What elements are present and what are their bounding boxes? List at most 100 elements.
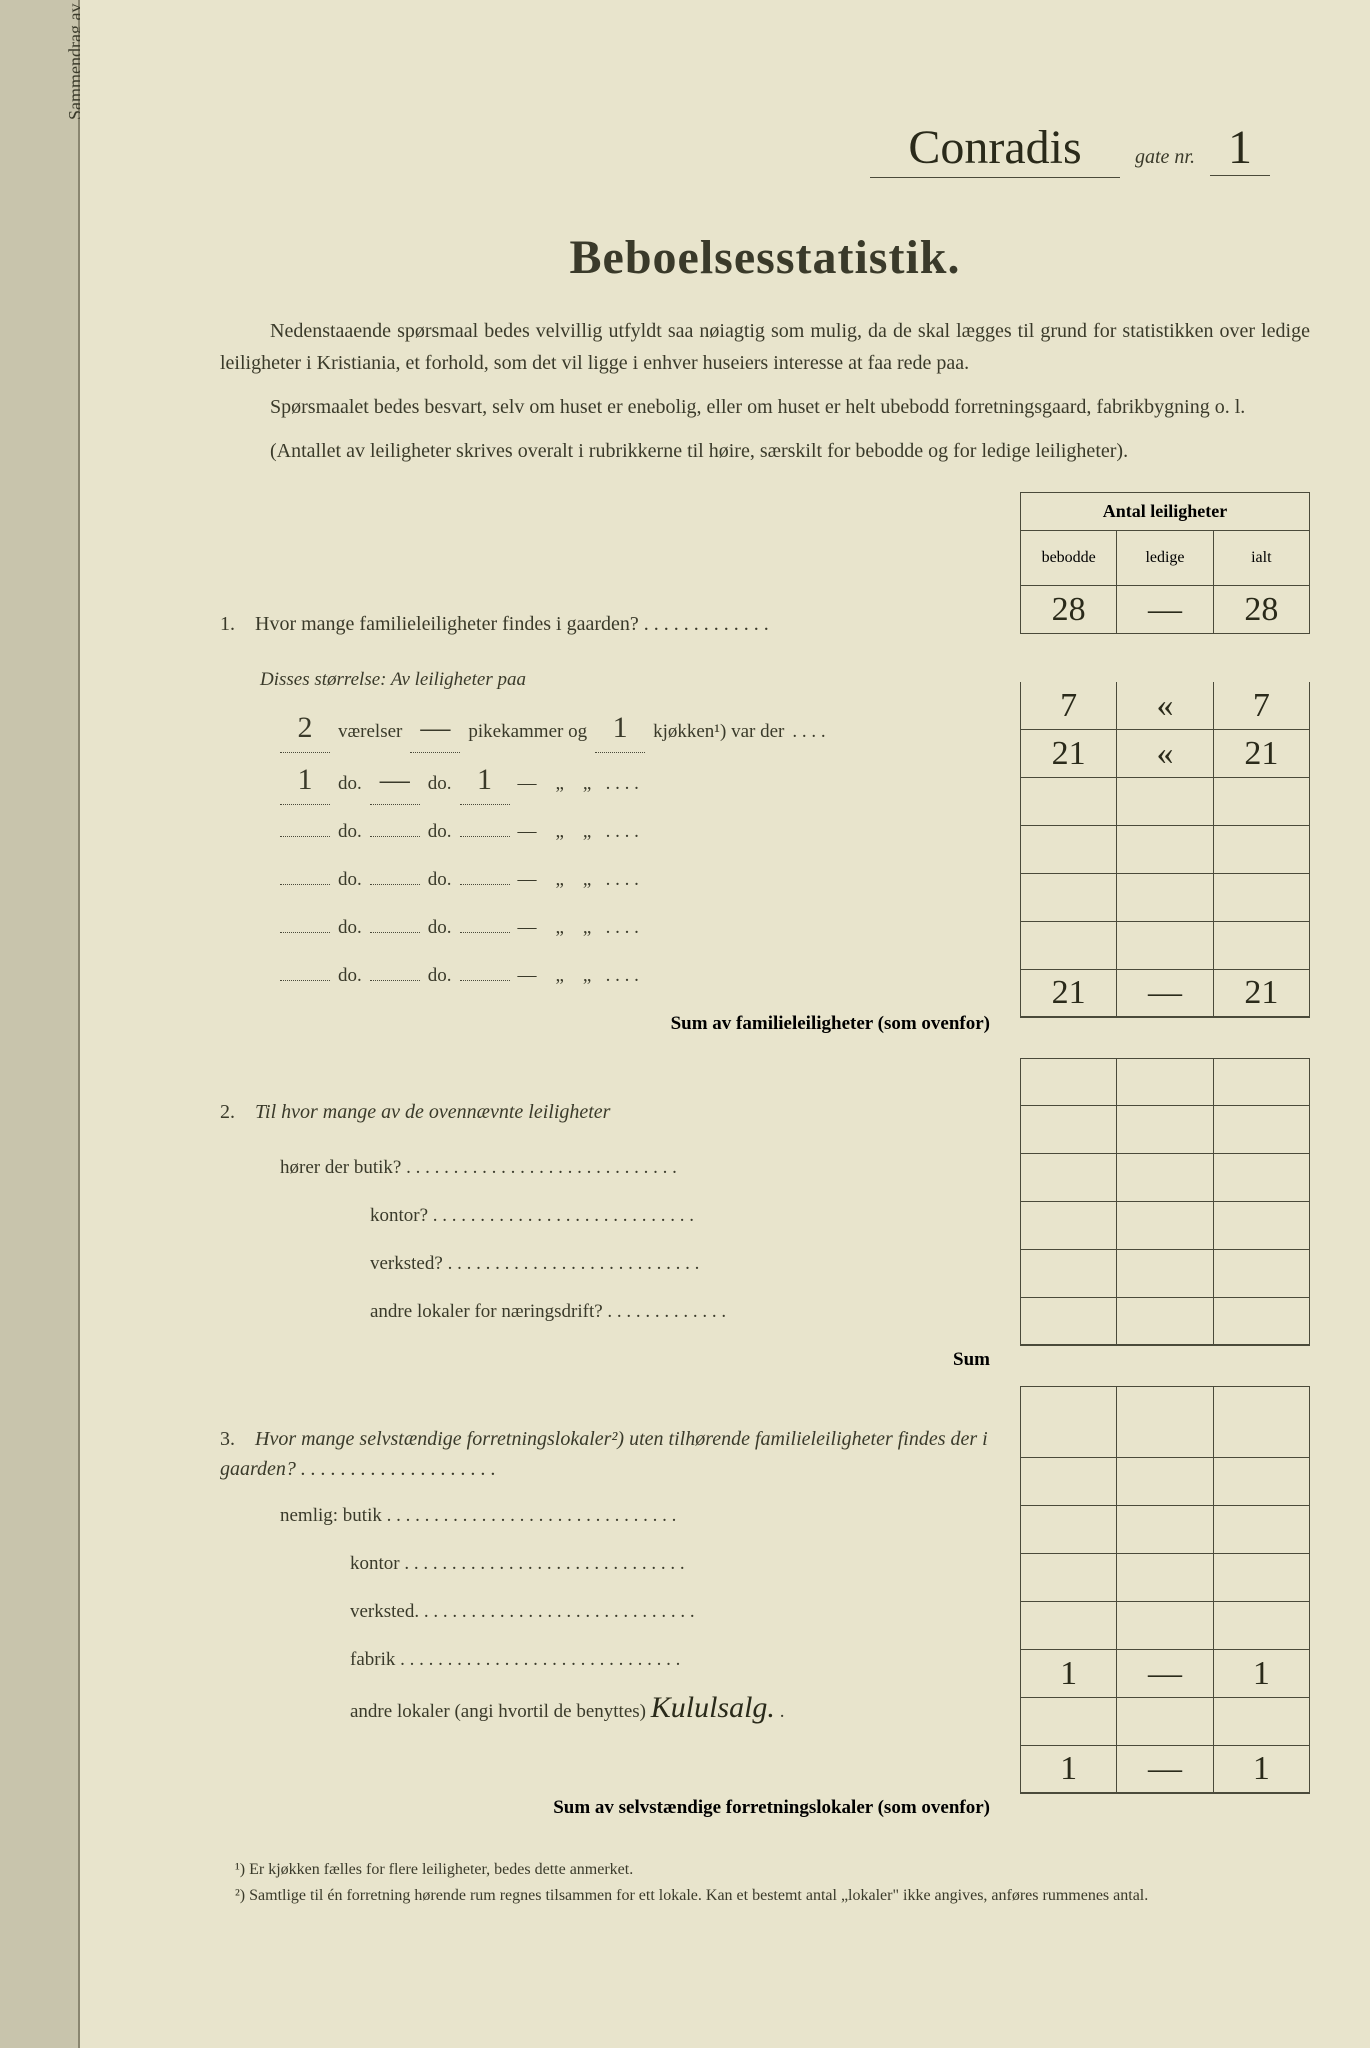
q3-sum-row: 1 — 1 xyxy=(1020,1746,1310,1794)
q2-number: 2. xyxy=(220,1088,250,1136)
q1-r1-vaer: 2 xyxy=(280,704,330,753)
q1-size-row-3: do. do. — „ „ . . . . xyxy=(220,808,1000,856)
intro-paragraph-1: Nedenstaaende spørsmaal bedes velvillig … xyxy=(220,315,1310,379)
q3-main-row xyxy=(1020,1386,1310,1458)
q3-verksted: verksted. . . . . . . . . . . . . . . . … xyxy=(220,1588,1000,1636)
q1-kjok-label: kjøkken¹) var der xyxy=(653,708,784,756)
q1-sum-ialt: 21 xyxy=(1214,970,1309,1016)
q1-r2-ialt: 21 xyxy=(1214,730,1309,777)
gate-nr-field: 1 xyxy=(1210,120,1270,176)
footnote-2: ²) Samtlige til én forretning hørende ru… xyxy=(220,1883,1310,1909)
q3-sum-label: Sum av selvstændige forretningslokaler (… xyxy=(220,1784,1000,1832)
question-2: 2. Til hvor mange av de ovennævnte leili… xyxy=(220,1088,1000,1136)
q1-total-ledige: — xyxy=(1117,586,1213,633)
q3-number: 3. xyxy=(220,1424,250,1454)
q1-total-ialt: 28 xyxy=(1214,586,1309,633)
q3-andre-label: andre lokaler (angi hvortil de benyttes) xyxy=(350,1701,646,1722)
q2-text: Til hvor mange av de ovennævnte leilighe… xyxy=(255,1101,610,1123)
q2-andre-row xyxy=(1020,1250,1310,1298)
q3-text: Hvor mange selvstændige forretningslokal… xyxy=(220,1428,988,1480)
document-page: Conradis gate nr. 1 Beboelsesstatistik. … xyxy=(80,0,1370,2048)
q1-do1: do. xyxy=(338,760,362,808)
q2-butik: hører der butik? . . . . . . . . . . . .… xyxy=(220,1144,1000,1192)
form-content: 1. Hvor mange familieleiligheter findes … xyxy=(220,492,1310,1832)
q3-sum-bebodde: 1 xyxy=(1021,1746,1117,1792)
q1-size-row-2: 1 do. — do. 1 — „ „ . . . . xyxy=(220,756,1000,808)
footnotes: ¹) Er kjøkken fælles for flere leilighet… xyxy=(220,1857,1310,1908)
q1-r2-ledige: « xyxy=(1117,730,1213,777)
q1-r4-row xyxy=(1020,826,1310,874)
footnote-1: ¹) Er kjøkken fælles for flere leilighet… xyxy=(220,1857,1310,1883)
q2-verksted-row xyxy=(1020,1202,1310,1250)
q1-size-row-1: 2 værelser — pikekammer og 1 kjøkken¹) v… xyxy=(220,704,1000,756)
col-ledige: ledige xyxy=(1117,531,1213,585)
q3-fabrik: fabrik . . . . . . . . . . . . . . . . .… xyxy=(220,1636,1000,1684)
q3-andre-value: Kululsalg. xyxy=(651,1691,775,1724)
q3-fabrik-row xyxy=(1020,1602,1310,1650)
table-header: Antal leiligheter xyxy=(1020,492,1310,531)
q1-r1-kjok: 1 xyxy=(595,704,645,753)
q2-sum: Sum xyxy=(220,1336,1000,1384)
q3-verksted-row xyxy=(1020,1554,1310,1602)
q3-blank-row xyxy=(1020,1698,1310,1746)
question-3: 3. Hvor mange selvstændige forretningslo… xyxy=(220,1424,1000,1484)
q3-andre: andre lokaler (angi hvortil de benyttes)… xyxy=(220,1684,1000,1736)
q3-butik-row xyxy=(1020,1458,1310,1506)
q1-r1-row: 7 « 7 xyxy=(1020,682,1310,730)
street-name-field: Conradis xyxy=(870,120,1120,178)
q2-spacer-row xyxy=(1020,1058,1310,1106)
q1-r2-kjok: 1 xyxy=(460,756,510,805)
q3-butik: nemlig: butik . . . . . . . . . . . . . … xyxy=(220,1492,1000,1540)
q1-r1-pike: — xyxy=(410,704,460,753)
q3-kontor: kontor . . . . . . . . . . . . . . . . .… xyxy=(220,1540,1000,1588)
q3-sum-ledige: — xyxy=(1117,1746,1213,1792)
q1-sum-label: Sum av familieleiligheter (som ovenfor) xyxy=(220,1000,1000,1048)
q1-r2-vaer: 1 xyxy=(280,756,330,805)
q1-number: 1. xyxy=(220,600,250,648)
q1-r1-ledige: « xyxy=(1117,682,1213,729)
q2-butik-row xyxy=(1020,1106,1310,1154)
q1-vaerelser-label: værelser xyxy=(338,708,402,756)
q1-r2-tail: — „ „ . . . . xyxy=(518,760,639,808)
q3-andre-row: 1 — 1 xyxy=(1020,1650,1310,1698)
q1-do2: do. xyxy=(428,760,452,808)
intro-paragraph-2: Spørsmaalet bedes besvart, selv om huset… xyxy=(220,391,1310,423)
question-1: 1. Hvor mange familieleiligheter findes … xyxy=(220,600,1000,648)
q1-r1-ialt: 7 xyxy=(1214,682,1309,729)
q1-size-row-4: do. do. — „ „ . . . . xyxy=(220,856,1000,904)
q1-sum-bebodde: 21 xyxy=(1021,970,1117,1016)
intro-paragraph-3: (Antallet av leiligheter skrives overalt… xyxy=(220,435,1310,467)
q1-r5-row xyxy=(1020,874,1310,922)
q2-sum-row xyxy=(1020,1298,1310,1346)
q1-text: Hvor mange familieleiligheter findes i g… xyxy=(255,613,639,635)
page-title: Beboelsesstatistik. xyxy=(220,230,1310,285)
q3-sum-ialt: 1 xyxy=(1214,1746,1309,1792)
gate-nr-label: gate nr. xyxy=(1135,146,1195,169)
q1-r2-bebodde: 21 xyxy=(1021,730,1117,777)
q1-total-row: 28 — 28 xyxy=(1020,586,1310,634)
left-binding-margin: Sammendrag av personlisterne for huset n… xyxy=(0,0,80,2048)
q3-andre-ialt: 1 xyxy=(1214,1650,1309,1697)
header-address: Conradis gate nr. 1 xyxy=(870,120,1270,178)
q1-sum-row: 21 — 21 xyxy=(1020,970,1310,1018)
table-subheader: bebodde ledige ialt xyxy=(1020,531,1310,586)
q1-size-row-5: do. do. — „ „ . . . . xyxy=(220,904,1000,952)
col-ialt: ialt xyxy=(1214,531,1309,585)
q1-r6-row xyxy=(1020,922,1310,970)
q2-kontor: kontor? . . . . . . . . . . . . . . . . … xyxy=(220,1192,1000,1240)
q3-kontor-row xyxy=(1020,1506,1310,1554)
q1-pike-label: pikekammer og xyxy=(468,708,587,756)
q1-sum-ledige: — xyxy=(1117,970,1213,1016)
q3-andre-bebodde: 1 xyxy=(1021,1650,1117,1697)
q2-andre: andre lokaler for næringsdrift? . . . . … xyxy=(220,1288,1000,1336)
q1-r2-row: 21 « 21 xyxy=(1020,730,1310,778)
q1-r2-pike: — xyxy=(370,756,420,805)
q1-size-row-6: do. do. — „ „ . . . . xyxy=(220,952,1000,1000)
q1-r3-row xyxy=(1020,778,1310,826)
q2-kontor-row xyxy=(1020,1154,1310,1202)
counts-table: Antal leiligheter bebodde ledige ialt 28… xyxy=(1020,492,1310,1832)
q1-subtitle: Disses størrelse: Av leiligheter paa xyxy=(220,656,1000,704)
q1-total-bebodde: 28 xyxy=(1021,586,1117,633)
q1-r1-bebodde: 7 xyxy=(1021,682,1117,729)
questions-column: 1. Hvor mange familieleiligheter findes … xyxy=(220,492,1000,1832)
